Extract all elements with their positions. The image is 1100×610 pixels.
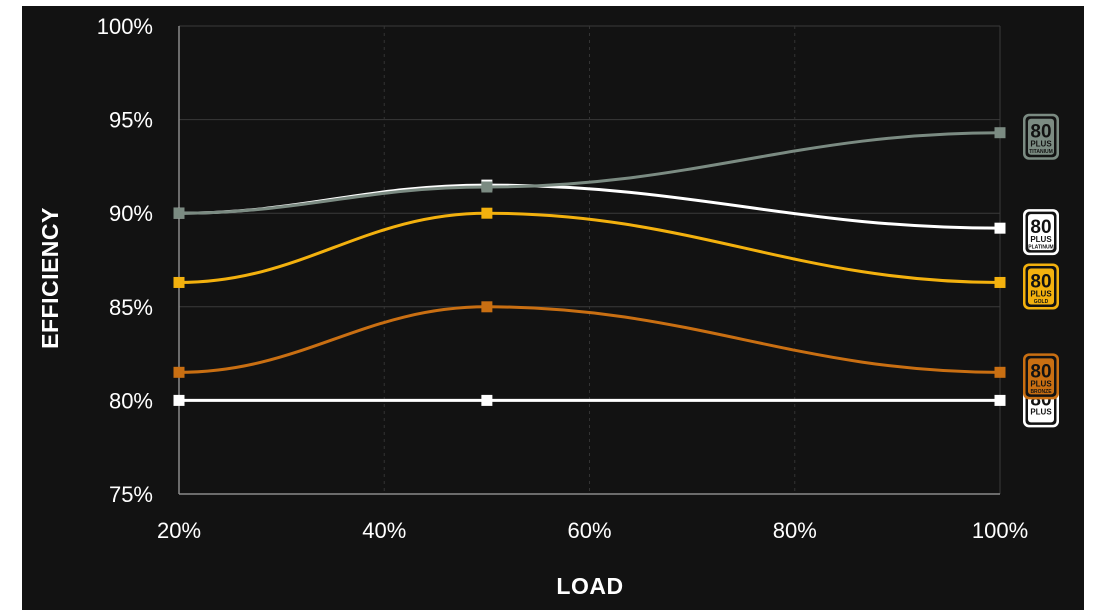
data-point-80-plus-bronze [173, 366, 185, 378]
data-point-80-plus [994, 394, 1006, 406]
x-tick-label: 80% [773, 518, 817, 543]
series-line-80-plus-titanium [178, 131, 1001, 215]
data-point-80-plus-platinum [994, 222, 1006, 234]
badge-number: 80 [1030, 122, 1051, 143]
chart-panel: 75% 80% 85% 90% 95% 100% 20% 40% 60% 80% 100% LOAD E… [22, 6, 1084, 610]
y-tick-label: 100% [97, 14, 153, 39]
x-tick-label: 60% [567, 518, 611, 543]
series-line-80-plus-platinum [178, 183, 1001, 230]
data-point-80-plus-gold [481, 207, 493, 219]
data-point-80-plus [481, 394, 493, 406]
x-tick-label: 20% [157, 518, 201, 543]
badge-tier-text: TITANIUM [1029, 149, 1053, 155]
data-point-80-plus-bronze [994, 366, 1006, 378]
badge-core [1028, 214, 1054, 251]
badge-plus-text: PLUS [1030, 235, 1052, 244]
data-point-80-plus-titanium [481, 181, 493, 193]
y-tick-label: 85% [109, 295, 153, 320]
badge-tier-text: GOLD [1034, 299, 1049, 305]
badge-number: 80 [1030, 361, 1051, 382]
badge-core [1028, 118, 1054, 155]
x-axis-title: LOAD [556, 573, 623, 599]
y-axis-title: EFFICIENCY [37, 207, 63, 349]
y-tick-label: 80% [109, 388, 153, 413]
badge-core [1028, 358, 1054, 395]
data-point-80-plus-bronze [481, 301, 493, 313]
x-tick-label: 40% [362, 518, 406, 543]
badge-number: 80 [1030, 217, 1051, 238]
series-line-80-plus-bronze [178, 305, 1001, 374]
series-line-80-plus-gold [178, 211, 1001, 284]
x-tick-label: 100% [972, 518, 1028, 543]
y-tick-label: 90% [109, 201, 153, 226]
data-point-80-plus-titanium [173, 207, 185, 219]
data-point-80-plus [173, 394, 185, 406]
badge-plus-text: PLUS [1030, 140, 1052, 149]
badge-core [1028, 268, 1054, 305]
y-tick-label: 95% [109, 108, 153, 133]
efficiency-chart: 75% 80% 85% 90% 95% 100% 20% 40% 60% 80% 100% LOAD E… [37, 14, 1059, 599]
data-point-80-plus-gold [994, 276, 1006, 288]
badge-tier-text: PLATINUM [1028, 245, 1053, 251]
data-point-80-plus-titanium [994, 127, 1006, 139]
badge-plus-text: PLUS [1030, 289, 1052, 298]
y-tick-label: 75% [109, 482, 153, 507]
badge-plus-text: PLUS [1030, 407, 1052, 416]
badge-tier-text: BRONZE [1030, 389, 1052, 395]
badge-plus-text: PLUS [1030, 379, 1052, 388]
data-point-80-plus-gold [173, 276, 185, 288]
badge-number: 80 [1030, 271, 1051, 292]
